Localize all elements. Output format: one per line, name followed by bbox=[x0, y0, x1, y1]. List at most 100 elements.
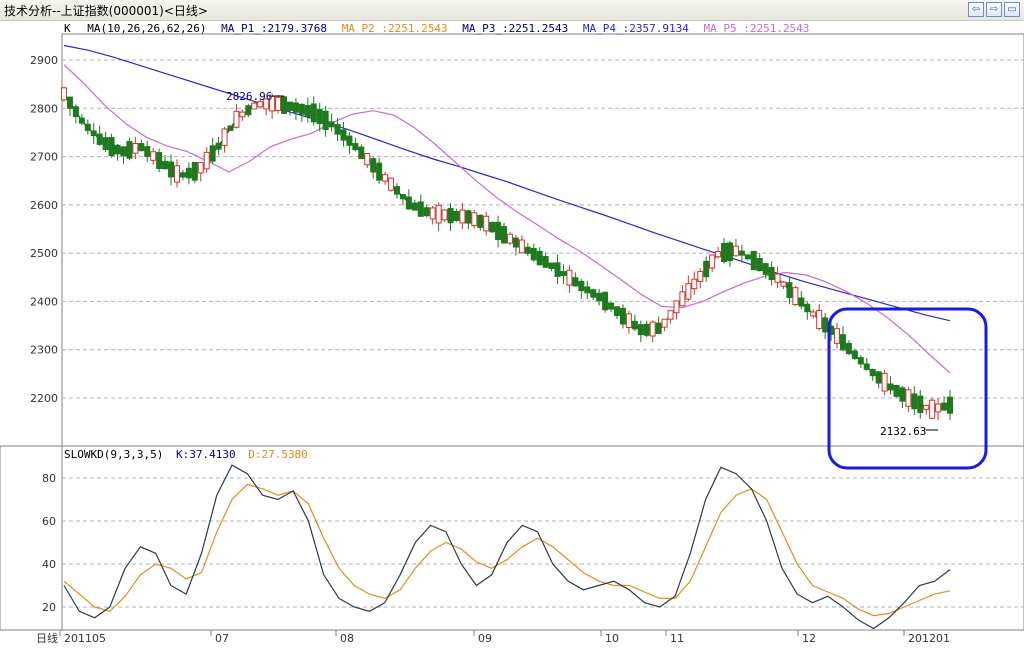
date-tick-label: 12 bbox=[802, 632, 816, 645]
candle-body bbox=[619, 307, 626, 325]
candle-body bbox=[239, 111, 246, 118]
candle-body bbox=[72, 106, 79, 118]
price-tick-label: 2600 bbox=[30, 199, 58, 212]
candle-body bbox=[162, 160, 169, 170]
candle-body bbox=[459, 209, 466, 224]
ma-legend-p1: MA_P1_:2179.3768 bbox=[221, 22, 327, 35]
candle-body bbox=[732, 245, 739, 257]
restore-button[interactable]: ▭ bbox=[1004, 2, 1020, 17]
date-tick-label: 09 bbox=[478, 632, 492, 645]
candle-body bbox=[596, 292, 603, 302]
candle-body bbox=[292, 102, 299, 113]
ma-legend-p4: MA_P4_:2357.9134 bbox=[583, 22, 689, 35]
kd-lines bbox=[63, 464, 951, 630]
candle-body bbox=[346, 135, 353, 146]
candle-body bbox=[388, 177, 395, 191]
candle-body bbox=[923, 404, 930, 410]
candle-body bbox=[744, 254, 751, 260]
candle-body bbox=[560, 271, 567, 276]
candle-body bbox=[768, 266, 775, 281]
candle-body bbox=[780, 281, 787, 287]
candle-body bbox=[602, 291, 609, 311]
candle-body bbox=[869, 369, 876, 377]
candle-body bbox=[150, 151, 157, 161]
candle-body bbox=[203, 151, 210, 170]
candle-body bbox=[447, 207, 454, 224]
candle-body bbox=[334, 124, 341, 135]
candle-body bbox=[102, 137, 109, 151]
candle-body bbox=[96, 133, 103, 145]
chart-area[interactable]: 2200 2300 2400 2500 2600 2700 2800 2900 20 40 60 8… bbox=[0, 20, 1024, 652]
high-annotation: 2826.96 bbox=[226, 90, 272, 103]
candle-body bbox=[429, 207, 436, 220]
timeframe-label: 日线 bbox=[36, 631, 58, 645]
back-button[interactable]: ⇦ bbox=[968, 2, 984, 17]
date-x-axis: 201105 07 08 09 10 11 12 201201 bbox=[59, 630, 950, 645]
kd-legend: SLOWKD(9,3,3,5) K:37.4130 D:27.5380 bbox=[64, 448, 308, 461]
ma-legend-p3: MA_P3_:2251.2543 bbox=[462, 22, 568, 35]
candle-body bbox=[798, 297, 805, 307]
candle-body bbox=[524, 246, 531, 254]
candle-body bbox=[90, 130, 97, 137]
candle-body bbox=[417, 201, 424, 217]
candle-body bbox=[637, 324, 644, 336]
candle-body bbox=[566, 269, 573, 286]
candle-body bbox=[911, 393, 918, 410]
candle-body bbox=[423, 207, 430, 217]
candle-body bbox=[899, 387, 906, 402]
candle-body bbox=[572, 277, 579, 287]
candle-body bbox=[851, 350, 858, 359]
candle-body bbox=[542, 255, 549, 268]
candle-body bbox=[548, 262, 555, 269]
date-tick-label: 10 bbox=[605, 632, 619, 645]
ma-legend-params: MA(10,26,26,62,26) bbox=[87, 22, 206, 35]
forward-button[interactable]: ⇨ bbox=[986, 2, 1002, 17]
candle-body bbox=[120, 146, 127, 157]
candle-body bbox=[471, 212, 478, 226]
price-tick-label: 2900 bbox=[30, 54, 58, 67]
kd-tick-label: 80 bbox=[42, 472, 56, 485]
candle-body bbox=[78, 117, 85, 124]
candle-body bbox=[905, 389, 912, 407]
candle-body bbox=[304, 105, 311, 118]
candle-body bbox=[679, 291, 686, 307]
candle-body bbox=[792, 287, 799, 305]
candle-body bbox=[756, 258, 763, 272]
candle-body bbox=[263, 98, 270, 110]
candle-body bbox=[738, 250, 745, 256]
candle-body bbox=[661, 318, 668, 328]
candle-body bbox=[358, 146, 365, 160]
candle-body bbox=[518, 239, 525, 254]
candle-body bbox=[84, 123, 91, 131]
candle-body bbox=[512, 237, 519, 248]
candle-body bbox=[173, 165, 180, 183]
candle-body bbox=[703, 260, 710, 278]
candle-body bbox=[197, 162, 204, 174]
candle-body bbox=[286, 101, 293, 111]
candle-body bbox=[530, 247, 537, 261]
candle-body bbox=[673, 300, 680, 314]
ma-p5-line bbox=[63, 64, 951, 374]
price-tick-label: 2500 bbox=[30, 247, 58, 260]
price-y-axis: 2200 2300 2400 2500 2600 2700 2800 2900 bbox=[30, 54, 58, 405]
candle-body bbox=[786, 282, 793, 299]
candle-body bbox=[411, 202, 418, 211]
candle-body bbox=[441, 209, 448, 221]
date-tick-label: 11 bbox=[670, 632, 684, 645]
price-tick-label: 2300 bbox=[30, 344, 58, 357]
candle-body bbox=[156, 152, 163, 170]
candle-body bbox=[816, 309, 823, 330]
candle-body bbox=[399, 194, 406, 200]
candle-body bbox=[393, 186, 400, 195]
candle-body bbox=[762, 263, 769, 275]
candle-body bbox=[917, 395, 924, 414]
candle-body bbox=[191, 161, 198, 181]
kd-legend-d: D:27.5380 bbox=[248, 448, 308, 461]
date-tick-label: 201105 bbox=[64, 632, 106, 645]
candle-body bbox=[405, 196, 412, 210]
candle-body bbox=[501, 226, 508, 244]
candle-body bbox=[310, 103, 317, 123]
date-tick-label: 08 bbox=[340, 632, 354, 645]
candle-body bbox=[298, 103, 305, 115]
